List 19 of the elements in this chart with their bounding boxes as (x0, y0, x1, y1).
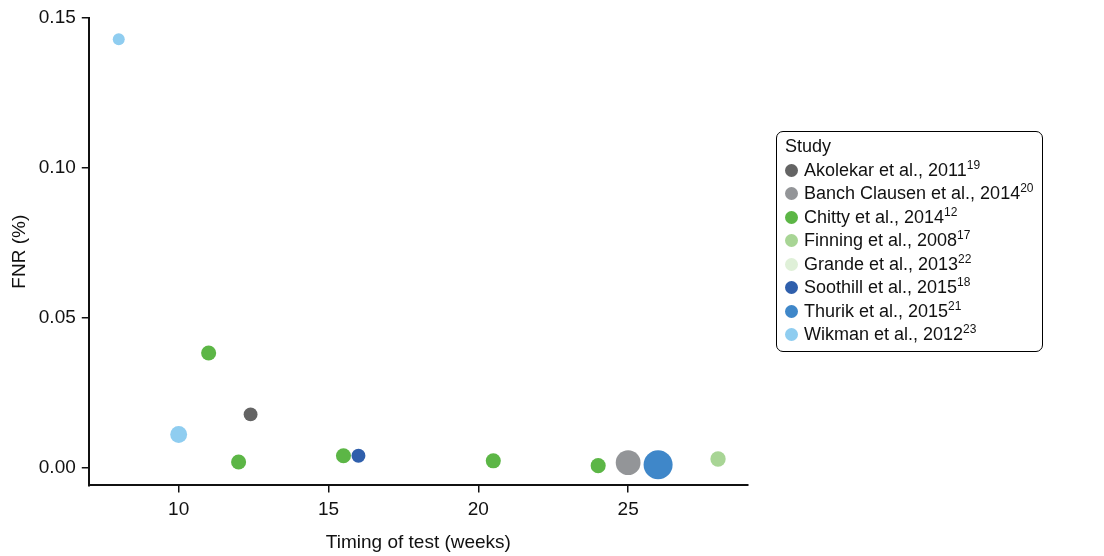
legend-label: Chitty et al., 2014$^{12}$ (804, 204, 958, 229)
legend-label: Soothill et al., 2015$^{18}$ (804, 275, 971, 299)
y-tick-label: 0.00 (38, 455, 76, 477)
legend-label: Banch Clausen et al., 2014$^{20}$ (804, 181, 1034, 205)
legend-label: Akolekar et al., 2011$^{19}$ (804, 157, 981, 182)
y-tick-label: 0.15 (38, 6, 76, 28)
legend-label: Grande et al., 2013$^{22}$ (804, 251, 972, 276)
y-tick-label: 0.05 (38, 305, 76, 327)
y-tick-label: 0.10 (38, 156, 76, 178)
legend-label: Thurik et al., 2015$^{21}$ (804, 298, 962, 323)
x-tick-label: 20 (467, 498, 489, 520)
x-tick-label: 10 (168, 498, 190, 520)
x-tick-label: 25 (617, 498, 639, 520)
legend-label: Wikman et al., 2012$^{23}$ (804, 322, 977, 346)
legend-label: Finning et al., 2008$^{17}$ (804, 228, 971, 252)
x-axis-title: Timing of test (weeks) (325, 530, 511, 552)
legend-title: Study (785, 135, 833, 158)
y-axis-title: FNR (%) (7, 214, 29, 289)
x-tick-label: 15 (317, 498, 340, 520)
